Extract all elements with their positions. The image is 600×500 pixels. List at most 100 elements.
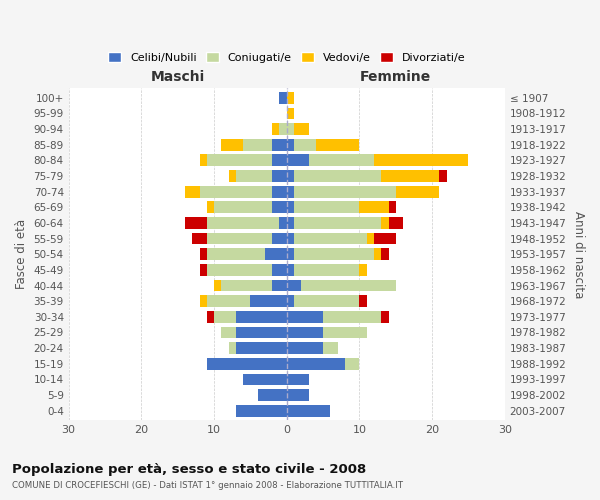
Bar [207,248,265,260]
Bar [200,186,272,198]
Bar [389,217,403,229]
Bar [287,248,294,260]
Bar [207,296,250,307]
Bar [359,296,367,307]
Bar [221,326,236,338]
Bar [308,154,374,166]
Bar [229,170,236,182]
Bar [272,170,287,182]
Bar [287,232,294,244]
Bar [294,264,359,276]
Bar [236,170,272,182]
Bar [207,264,272,276]
Bar [381,311,389,322]
Bar [287,405,331,416]
Bar [257,389,287,401]
Bar [294,232,367,244]
Bar [396,186,439,198]
Bar [207,154,272,166]
Bar [214,202,272,213]
Bar [294,123,308,135]
Bar [272,123,280,135]
Bar [200,154,207,166]
Bar [374,154,469,166]
Bar [294,202,359,213]
Bar [323,326,367,338]
Bar [374,248,381,260]
Bar [272,202,287,213]
Bar [294,170,381,182]
Bar [316,139,359,150]
Bar [389,202,396,213]
Bar [294,296,359,307]
Bar [200,264,207,276]
Bar [192,232,207,244]
Y-axis label: Fasce di età: Fasce di età [15,219,28,290]
Text: Maschi: Maschi [151,70,205,84]
Bar [287,154,308,166]
Bar [287,264,294,276]
Bar [185,217,207,229]
Bar [207,311,214,322]
Bar [345,358,359,370]
Bar [323,311,381,322]
Bar [294,139,316,150]
Bar [287,342,323,354]
Bar [243,139,272,150]
Bar [287,326,323,338]
Text: Popolazione per età, sesso e stato civile - 2008: Popolazione per età, sesso e stato civil… [12,462,366,475]
Bar [323,342,338,354]
Bar [287,108,294,120]
Bar [381,248,389,260]
Legend: Celibi/Nubili, Coniugati/e, Vedovi/e, Divorziati/e: Celibi/Nubili, Coniugati/e, Vedovi/e, Di… [103,48,470,67]
Bar [200,296,207,307]
Bar [287,389,308,401]
Bar [280,217,287,229]
Bar [287,217,294,229]
Bar [280,123,287,135]
Bar [272,139,287,150]
Bar [207,202,214,213]
Bar [243,374,287,386]
Bar [287,296,294,307]
Bar [359,264,367,276]
Bar [207,232,272,244]
Bar [374,232,396,244]
Bar [236,326,287,338]
Bar [221,280,272,291]
Bar [207,358,287,370]
Bar [287,139,294,150]
Bar [272,154,287,166]
Bar [287,280,301,291]
Bar [200,248,207,260]
Bar [301,280,396,291]
Bar [236,342,287,354]
Bar [287,358,345,370]
Bar [221,139,243,150]
Text: Femmine: Femmine [360,70,431,84]
Y-axis label: Anni di nascita: Anni di nascita [572,210,585,298]
Bar [287,311,323,322]
Bar [381,217,389,229]
Bar [250,296,287,307]
Bar [367,232,374,244]
Bar [294,248,374,260]
Bar [439,170,446,182]
Bar [272,264,287,276]
Bar [265,248,287,260]
Bar [287,92,294,104]
Bar [294,217,381,229]
Bar [272,280,287,291]
Bar [236,405,287,416]
Bar [294,186,396,198]
Bar [359,202,389,213]
Bar [287,202,294,213]
Bar [280,92,287,104]
Bar [236,311,287,322]
Bar [287,170,294,182]
Text: COMUNE DI CROCEFIESCHI (GE) - Dati ISTAT 1° gennaio 2008 - Elaborazione TUTTITAL: COMUNE DI CROCEFIESCHI (GE) - Dati ISTAT… [12,481,403,490]
Bar [287,374,308,386]
Bar [272,186,287,198]
Bar [287,123,294,135]
Bar [229,342,236,354]
